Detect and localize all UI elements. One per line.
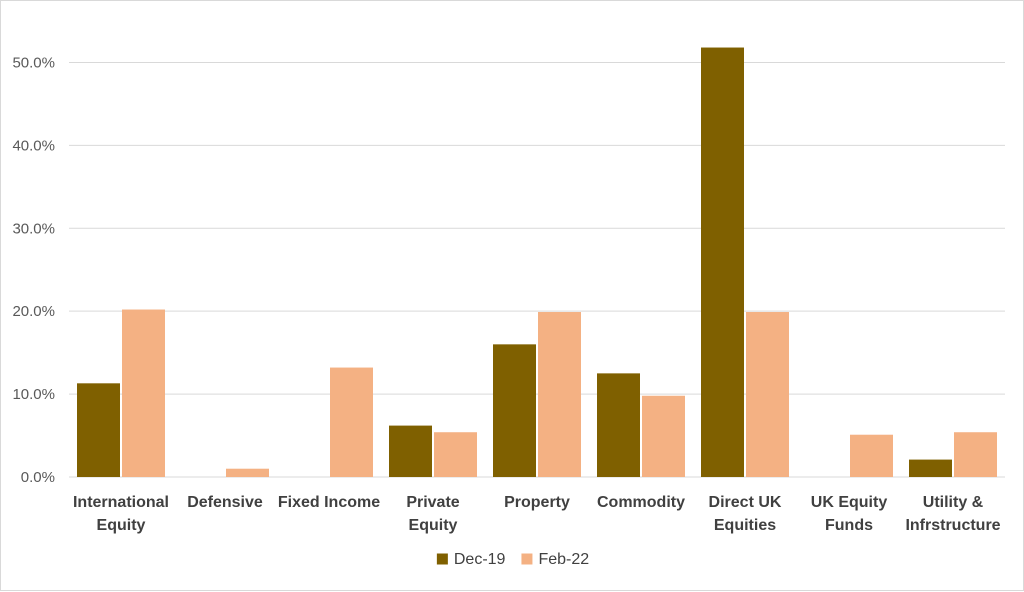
y-tick-label: 0.0% <box>21 469 55 486</box>
legend-item: Dec-19 <box>436 551 506 568</box>
bar-dec-19 <box>77 383 120 477</box>
bar-dec-19 <box>909 459 952 477</box>
x-tick-label: UK Equity Funds <box>811 494 888 534</box>
bar-feb-22 <box>642 395 685 477</box>
x-tick-label: Property <box>504 494 570 511</box>
bar-dec-19 <box>389 425 432 477</box>
bar-feb-22 <box>954 432 997 477</box>
x-tick-label: Fixed Income <box>278 494 380 511</box>
y-tick-label: 40.0% <box>12 137 55 154</box>
y-tick-label: 50.0% <box>12 54 55 71</box>
y-tick-label: 10.0% <box>12 386 55 403</box>
bar-dec-19 <box>493 344 536 477</box>
legend-item: Feb-22 <box>521 551 589 568</box>
x-tick-label: Defensive <box>187 494 263 511</box>
bar-feb-22 <box>746 312 789 477</box>
bar-feb-22 <box>538 312 581 477</box>
bar-dec-19 <box>701 47 744 477</box>
legend-label: Feb-22 <box>538 551 589 568</box>
legend-swatch <box>521 553 533 565</box>
legend-label: Dec-19 <box>454 551 506 568</box>
bar-feb-22 <box>226 468 269 477</box>
bar-feb-22 <box>850 434 893 477</box>
bar-feb-22 <box>330 367 373 477</box>
x-tick-label: Direct UK Equities <box>709 494 782 534</box>
legend-swatch <box>436 553 448 565</box>
bar-feb-22 <box>122 309 165 477</box>
x-tick-label: Commodity <box>597 494 685 511</box>
bar-dec-19 <box>597 373 640 477</box>
x-tick-label: Utility & Infrstructure <box>905 494 1000 534</box>
x-tick-label: Private Equity <box>406 494 459 534</box>
y-tick-label: 30.0% <box>12 220 55 237</box>
x-tick-label: International Equity <box>73 494 169 534</box>
y-tick-label: 20.0% <box>12 303 55 320</box>
bar-feb-22 <box>434 432 477 477</box>
